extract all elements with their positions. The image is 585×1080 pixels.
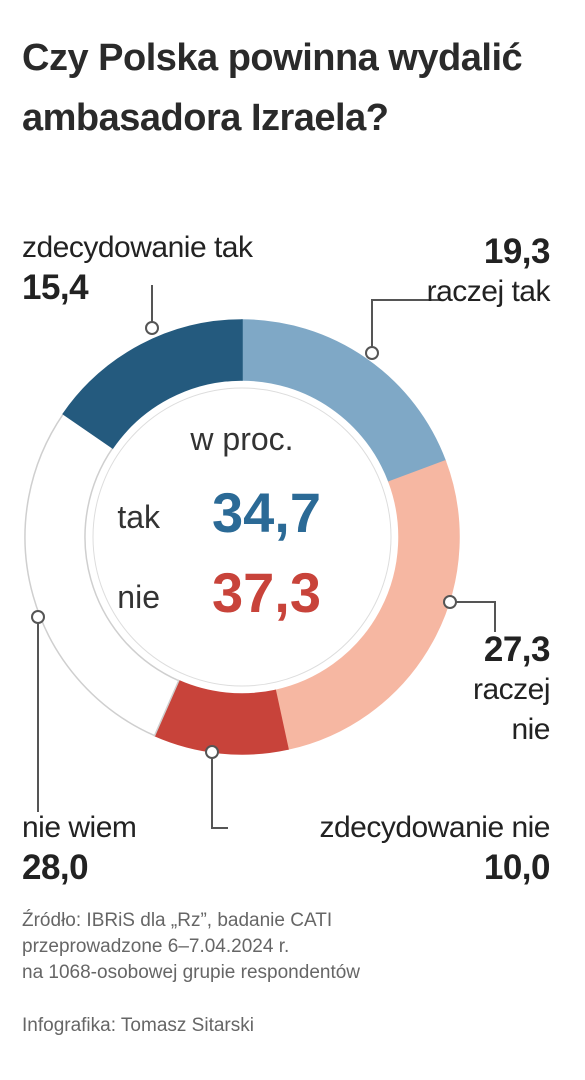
donut [24, 319, 460, 755]
segment-label: zdecydowanie tak 15,4 [22, 228, 352, 308]
category-label: zdecydowanie nie [319, 811, 551, 844]
value-label: 28,0 [22, 848, 89, 887]
category-label: zdecydowanie tak [22, 231, 253, 264]
center-name: tak [117, 499, 161, 535]
leader-dot [205, 745, 219, 759]
leader-dot [443, 595, 457, 609]
donut-segment [274, 459, 460, 750]
center-label: w proc. [189, 421, 293, 457]
center-name: nie [117, 579, 160, 615]
source-line: przeprowadzone 6–7.04.2024 r. [22, 936, 290, 957]
category-label: raczej nie [472, 673, 551, 746]
segment-label: zdecydowanie nie 10,0 [220, 808, 551, 888]
leader-line [450, 601, 496, 632]
donut-segment [62, 319, 243, 449]
donut-segment [24, 412, 180, 737]
source: Źródło: IBRiS dla „Rz”, badanie CATI prze… [22, 908, 360, 986]
category-label: raczej tak [426, 275, 551, 308]
value-label: 27,3 [483, 630, 551, 669]
leader-line [211, 752, 228, 829]
chart-title: Czy Polska powinna wydalić ambasadora Iz… [22, 37, 523, 139]
center-value: 34,7 [212, 481, 321, 544]
value-label: 19,3 [483, 232, 551, 271]
source-line: Źródło: IBRiS dla „Rz”, badanie CATI [22, 910, 333, 931]
leader-lines [37, 285, 496, 829]
segment-label: 19,3 raczej tak [420, 232, 551, 312]
value-label: 10,0 [483, 848, 551, 887]
leader-line [371, 299, 440, 353]
segment-label: nie wiem 28,0 [22, 808, 222, 888]
leader-dot [145, 321, 159, 335]
inner-circle [92, 387, 392, 687]
credit: Infografika: Tomasz Sitarski [22, 1015, 254, 1036]
leader-dot [31, 610, 45, 624]
leader-dot [365, 346, 379, 360]
center-value: 37,3 [212, 561, 321, 624]
segment-label: 27,3 raczej nie [440, 630, 551, 750]
category-label: nie wiem [22, 811, 137, 844]
value-label: 15,4 [22, 268, 89, 307]
source-line: na 1068-osobowej grupie respondentów [22, 962, 361, 983]
